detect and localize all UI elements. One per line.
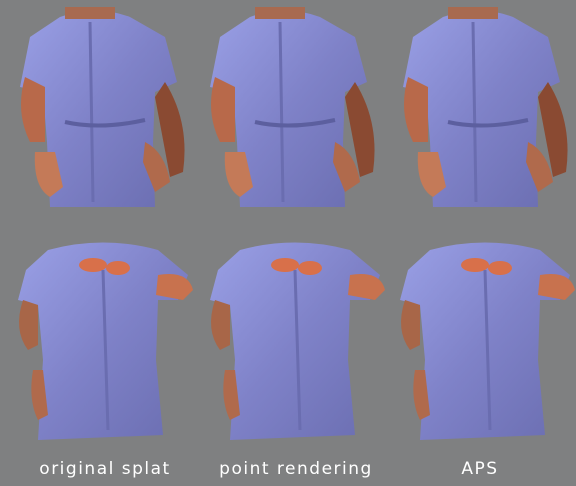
caption: APS: [461, 459, 498, 479]
caption: point rendering: [219, 459, 373, 479]
panel-image: [400, 243, 575, 441]
panel-image: [210, 7, 375, 207]
caption: original splat: [39, 459, 170, 479]
panel-image: [403, 7, 568, 207]
panel-image: [18, 243, 193, 441]
figure: original splat point rendering APS: [0, 0, 576, 482]
panel-image: [20, 7, 185, 207]
image-grid: [18, 7, 575, 440]
panel-image: [210, 243, 385, 441]
